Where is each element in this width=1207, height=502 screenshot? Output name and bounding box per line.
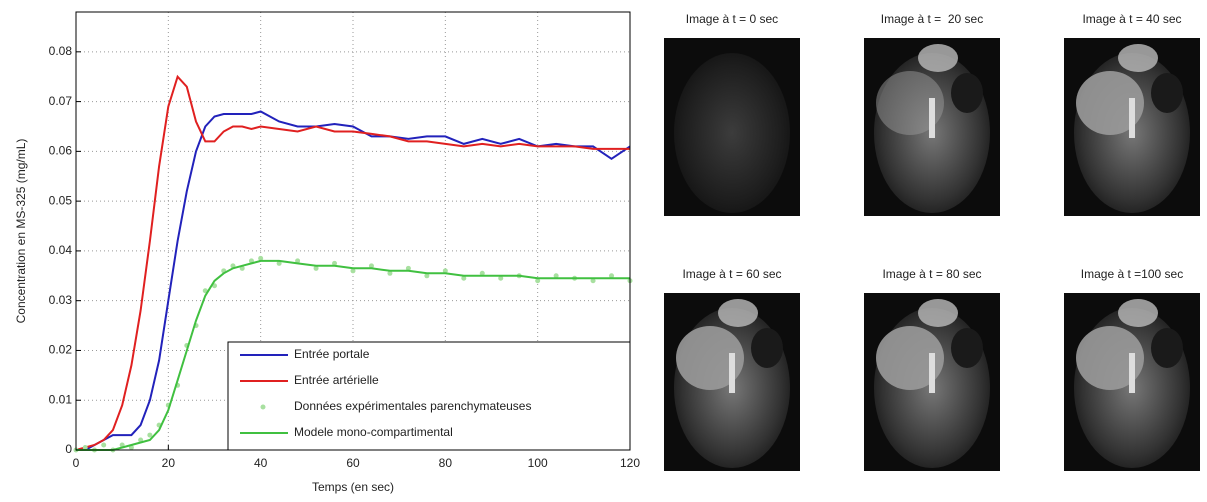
series-line <box>76 259 630 451</box>
legend-label: Entrée portale <box>294 347 370 361</box>
data-point <box>424 273 430 279</box>
data-point <box>295 258 301 264</box>
data-point <box>332 260 338 266</box>
image-title: Image à t = 40 sec <box>1082 12 1181 26</box>
data-point <box>276 260 282 266</box>
image-liver <box>1076 71 1144 135</box>
image-liver <box>876 71 944 135</box>
data-point <box>350 268 356 274</box>
y-axis-label: Concentration en MS-325 (mg/mL) <box>14 139 28 324</box>
legend-label: Modele mono-compartimental <box>294 425 453 439</box>
image-heart <box>1118 44 1158 72</box>
x-tick-label: 40 <box>254 456 268 470</box>
image-title: Image à t = 80 sec <box>882 267 981 281</box>
legend-marker <box>260 404 266 410</box>
image-heart <box>1118 299 1158 327</box>
x-tick-label: 20 <box>162 456 176 470</box>
image-stomach <box>951 73 983 113</box>
mri-image <box>664 293 800 471</box>
image-vessel <box>1129 98 1135 138</box>
x-tick-label: 100 <box>528 456 548 470</box>
image-stomach <box>751 328 783 368</box>
legend-label: Entrée artérielle <box>294 373 379 387</box>
image-title: Image à t = 60 sec <box>682 267 781 281</box>
y-tick-label: 0 <box>65 442 72 456</box>
y-tick-label: 0.06 <box>49 144 73 158</box>
mri-image <box>864 38 1000 216</box>
data-point <box>313 265 319 271</box>
legend-box <box>227 341 631 451</box>
image-stomach <box>1151 73 1183 113</box>
mri-image <box>1064 38 1200 216</box>
image-heart <box>918 44 958 72</box>
image-liver <box>876 326 944 390</box>
data-point <box>498 275 504 281</box>
image-vessel <box>929 353 935 393</box>
image-heart <box>718 299 758 327</box>
data-point <box>258 255 264 261</box>
y-tick-label: 0.07 <box>49 94 73 108</box>
image-title: Image à t = 20 sec <box>881 12 983 26</box>
data-point <box>82 445 88 451</box>
image-body <box>674 53 790 213</box>
y-tick-label: 0.04 <box>49 243 73 257</box>
data-point <box>442 268 448 274</box>
y-tick-label: 0.02 <box>49 343 73 357</box>
image-liver <box>676 326 744 390</box>
x-tick-label: 0 <box>73 456 80 470</box>
mri-image <box>1064 293 1200 471</box>
x-tick-label: 120 <box>620 456 640 470</box>
image-vessel <box>729 353 735 393</box>
data-point <box>553 273 559 279</box>
image-vessel <box>929 98 935 138</box>
series-line <box>76 110 631 451</box>
data-point <box>387 270 393 276</box>
image-title: Image à t =100 sec <box>1081 267 1183 281</box>
data-point <box>535 278 541 284</box>
image-stomach <box>1151 328 1183 368</box>
data-point <box>147 432 153 438</box>
data-point <box>461 275 467 281</box>
image-heart <box>918 299 958 327</box>
x-tick-label: 60 <box>346 456 360 470</box>
series-line <box>75 74 630 451</box>
mri-image <box>664 38 800 216</box>
y-tick-label: 0.05 <box>49 193 73 207</box>
image-stomach <box>951 328 983 368</box>
data-point <box>405 265 411 271</box>
image-title: Image à t = 0 sec <box>686 12 778 26</box>
x-axis-label: Temps (en sec) <box>312 480 394 494</box>
y-tick-label: 0.03 <box>49 293 73 307</box>
mri-image <box>864 293 1000 471</box>
legend-label: Données expérimentales parenchymateuses <box>294 399 531 413</box>
data-point <box>479 270 485 276</box>
image-liver <box>1076 326 1144 390</box>
data-point <box>609 273 615 279</box>
y-tick-label: 0.01 <box>49 392 73 406</box>
data-point <box>590 278 596 284</box>
data-point <box>368 263 374 269</box>
data-point <box>101 442 107 448</box>
y-tick-label: 0.08 <box>49 44 73 58</box>
x-tick-label: 80 <box>439 456 453 470</box>
image-vessel <box>1129 353 1135 393</box>
